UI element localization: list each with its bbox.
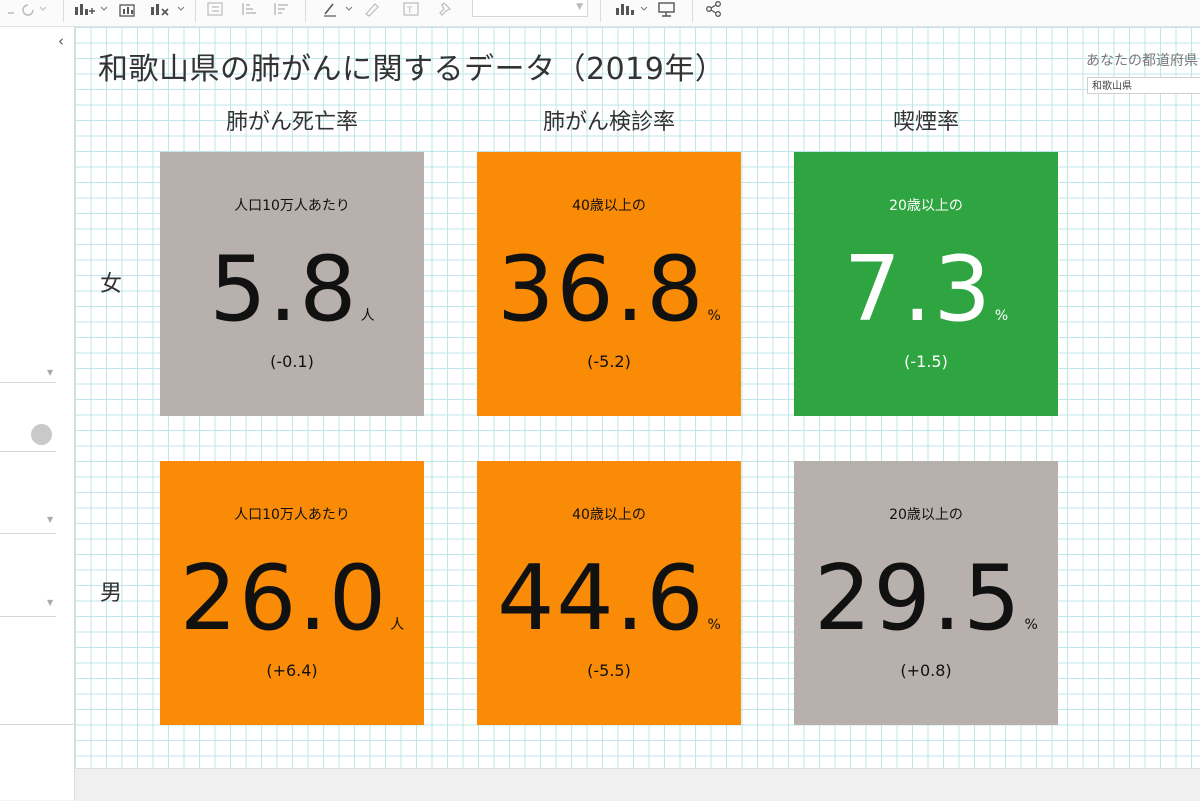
row-label-female: 女: [100, 272, 123, 297]
tile-unit: 人: [390, 617, 405, 633]
tile-change: (+6.4): [266, 661, 318, 680]
divider: [0, 724, 74, 725]
undo-redo-icon[interactable]: [6, 0, 46, 18]
pin-icon[interactable]: [436, 0, 456, 18]
show-me-icon[interactable]: [614, 0, 650, 18]
chevron-down-icon[interactable]: ▼: [47, 515, 54, 524]
tile-male-mortality[interactable]: 人口10万人あたり 26.0 人 (+6.4): [160, 461, 424, 725]
slider-handle[interactable]: [31, 424, 52, 445]
tile-change: (-5.2): [587, 352, 631, 371]
tile-female-screening[interactable]: 40歳以上の 36.8% (-5.2): [477, 152, 741, 416]
duplicate-sheet-icon[interactable]: [118, 0, 140, 18]
presentation-icon[interactable]: [656, 0, 678, 18]
share-icon[interactable]: [704, 0, 724, 18]
divider: [0, 533, 56, 534]
tile-change: (-0.1): [270, 352, 314, 371]
swap-icon[interactable]: [206, 0, 226, 18]
tile-subtitle: 40歳以上の: [572, 507, 646, 523]
sort-descending-icon[interactable]: [272, 0, 292, 18]
annotate-icon[interactable]: [362, 0, 382, 18]
divider: [0, 616, 56, 617]
tile-change: (+0.8): [900, 661, 952, 680]
tile-change: (-1.5): [904, 352, 948, 371]
tile-value: 36.8: [497, 237, 706, 342]
prefecture-filter-input[interactable]: 和歌山県: [1087, 77, 1200, 94]
tile-value: 7.3: [843, 237, 993, 342]
clear-sheet-icon[interactable]: [150, 0, 186, 18]
chevron-down-icon[interactable]: ▼: [47, 598, 54, 607]
tile-unit: %: [994, 308, 1009, 324]
status-strip: [75, 768, 1200, 801]
tile-change: (-5.5): [587, 661, 631, 680]
highlight-icon[interactable]: [322, 0, 356, 18]
dashboard-title: 和歌山県の肺がんに関するデータ（2019年）: [98, 52, 726, 87]
tile-male-screening[interactable]: 40歳以上の 44.6% (-5.5): [477, 461, 741, 725]
new-worksheet-icon[interactable]: [74, 0, 108, 18]
tile-subtitle: 人口10万人あたり: [234, 198, 350, 214]
divider: [0, 451, 56, 452]
tile-value: 44.6: [497, 546, 706, 651]
tile-value: 29.5: [814, 546, 1023, 651]
chevron-down-icon[interactable]: ▼: [47, 368, 54, 377]
fit-dropdown[interactable]: ▼: [472, 0, 588, 17]
label-icon[interactable]: T: [402, 0, 422, 18]
collapse-pane-icon[interactable]: ‹: [58, 32, 64, 50]
tile-value: 26.0: [179, 546, 389, 651]
tile-female-smoking[interactable]: 20歳以上の 7.3% (-1.5): [794, 152, 1058, 416]
toolbar: T ▼: [0, 0, 1200, 27]
column-header-mortality: 肺がん死亡率: [225, 110, 358, 135]
tile-subtitle: 20歳以上の: [889, 198, 963, 214]
tile-unit: 人: [360, 308, 375, 324]
tile-female-mortality[interactable]: 人口10万人あたり 5.8 人 (-0.1): [160, 152, 424, 416]
divider: [0, 382, 56, 383]
tile-subtitle: 人口10万人あたり: [234, 507, 350, 523]
tile-subtitle: 20歳以上の: [889, 507, 963, 523]
row-label-male: 男: [100, 581, 123, 606]
tile-unit: %: [1024, 617, 1038, 633]
prefecture-filter-label: あなたの都道府県: [1086, 53, 1198, 69]
left-pane: ‹ ▼ ▼ ▼: [0, 27, 75, 800]
svg-text:T: T: [406, 6, 413, 16]
column-header-screening: 肺がん検診率: [542, 110, 675, 135]
column-header-smoking: 喫煙率: [892, 110, 959, 135]
tile-unit: %: [707, 308, 721, 324]
tile-male-smoking[interactable]: 20歳以上の 29.5% (+0.8): [794, 461, 1058, 725]
tile-unit: %: [707, 617, 721, 633]
tile-subtitle: 40歳以上の: [572, 198, 646, 214]
tile-value: 5.8: [209, 237, 359, 342]
sort-ascending-icon[interactable]: [240, 0, 260, 18]
